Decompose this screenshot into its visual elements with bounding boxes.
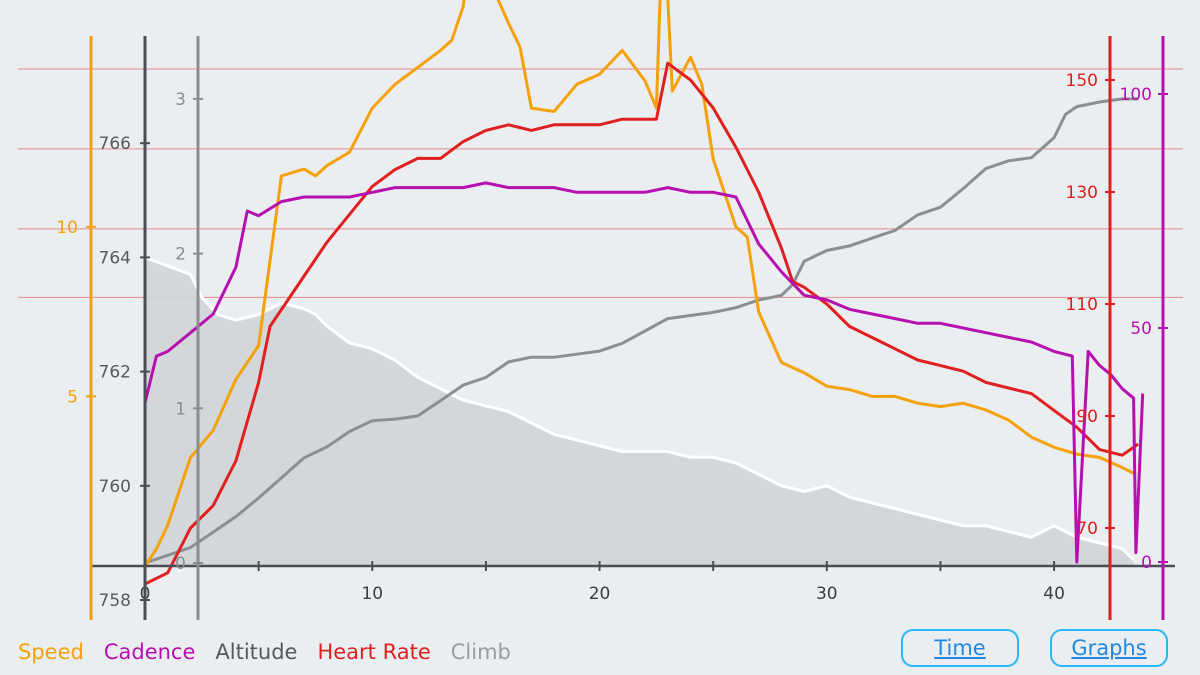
climb-tick-label: 0 <box>175 554 186 574</box>
heart-rate-tick-label: 150 <box>1066 71 1098 91</box>
legend-altitude[interactable]: Altitude <box>215 640 298 664</box>
time-button[interactable]: Time <box>901 629 1019 667</box>
x-tick-label: 10 <box>361 584 383 604</box>
legend: Speed Cadence Altitude Heart Rate Climb <box>18 640 531 664</box>
x-tick-label: 40 <box>1043 584 1065 604</box>
cadence-tick-label: 50 <box>1130 319 1152 339</box>
climb-tick-label: 1 <box>175 399 186 419</box>
cadence-tick-label: 100 <box>1120 85 1152 105</box>
altitude-tick-label: 762 <box>99 363 131 383</box>
altitude-tick-label: 760 <box>99 477 131 497</box>
speed-tick-label: 10 <box>56 218 78 238</box>
altitude-line[interactable] <box>144 255 1135 562</box>
speed-line[interactable] <box>143 0 1137 567</box>
legend-speed[interactable]: Speed <box>18 640 84 664</box>
legend-climb[interactable]: Climb <box>450 640 511 664</box>
heart-rate-line[interactable] <box>144 61 1140 586</box>
cadence-line[interactable] <box>143 181 1145 564</box>
altitude-tick-label: 766 <box>99 134 131 154</box>
heart-rate-tick-label: 130 <box>1066 183 1098 203</box>
legend-cadence[interactable]: Cadence <box>103 640 196 664</box>
heart-rate-tick-label: 70 <box>1076 519 1098 539</box>
climb-tick-label: 2 <box>175 245 186 265</box>
altitude-area <box>145 257 1134 566</box>
speed-tick-label: 5 <box>67 387 78 407</box>
x-tick-label: 20 <box>589 584 611 604</box>
climb-line[interactable] <box>144 97 1139 565</box>
climb-tick-label: 3 <box>175 90 186 110</box>
graphs-button[interactable]: Graphs <box>1050 629 1168 667</box>
cadence-tick-label: 0 <box>1141 553 1152 573</box>
altitude-tick-label: 758 <box>99 591 131 611</box>
x-tick-label: 30 <box>816 584 838 604</box>
heart-rate-tick-label: 110 <box>1066 295 1098 315</box>
heart-rate-tick-label: 90 <box>1076 407 1098 427</box>
legend-heart-rate[interactable]: Heart Rate <box>317 640 431 664</box>
altitude-tick-label: 764 <box>99 248 131 268</box>
